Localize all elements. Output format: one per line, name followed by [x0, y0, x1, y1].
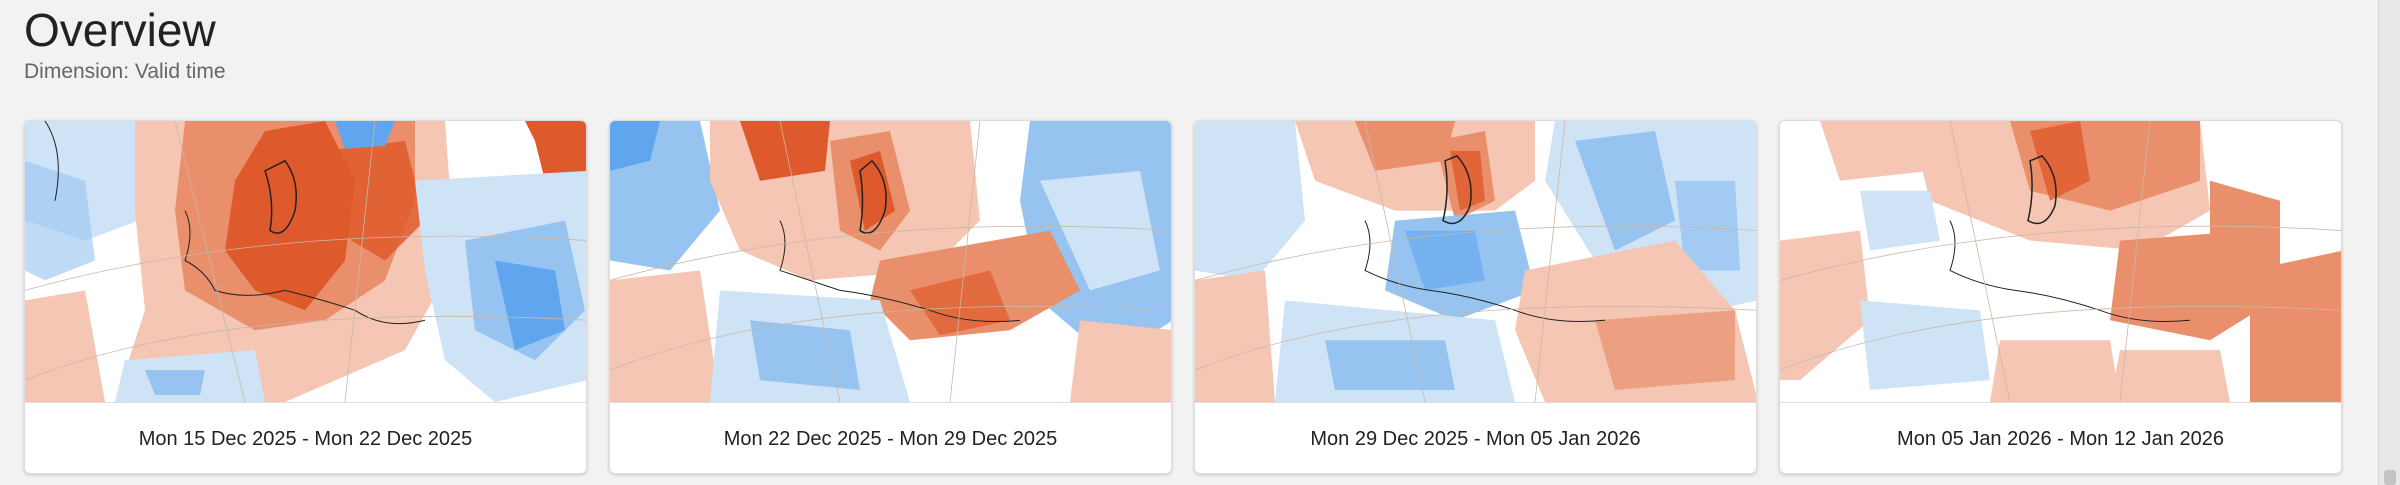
page-header: Overview Dimension: Valid time	[24, 2, 226, 84]
map-card-list: Mon 15 Dec 2025 - Mon 22 Dec 2025	[24, 120, 2342, 474]
card-date-range: Mon 15 Dec 2025 - Mon 22 Dec 2025	[138, 427, 473, 450]
page-subtitle: Dimension: Valid time	[24, 60, 226, 83]
vertical-scrollbar[interactable]	[2378, 0, 2400, 485]
anomaly-map	[1780, 121, 2341, 403]
map-card[interactable]: Mon 15 Dec 2025 - Mon 22 Dec 2025	[24, 120, 587, 474]
map-card[interactable]: Mon 29 Dec 2025 - Mon 05 Jan 2026	[1194, 120, 1757, 474]
card-date-range: Mon 22 Dec 2025 - Mon 29 Dec 2025	[723, 427, 1058, 450]
map-card[interactable]: Mon 05 Jan 2026 - Mon 12 Jan 2026	[1779, 120, 2342, 474]
card-date-range: Mon 05 Jan 2026 - Mon 12 Jan 2026	[1897, 427, 2224, 450]
card-date-range: Mon 29 Dec 2025 - Mon 05 Jan 2026	[1310, 427, 1641, 450]
anomaly-map	[25, 121, 586, 403]
map-card[interactable]: Mon 22 Dec 2025 - Mon 29 Dec 2025	[609, 120, 1172, 474]
anomaly-map	[610, 121, 1171, 403]
page-title: Overview	[24, 4, 216, 56]
scrollbar-thumb[interactable]	[2384, 470, 2396, 485]
anomaly-map	[1195, 121, 1756, 403]
